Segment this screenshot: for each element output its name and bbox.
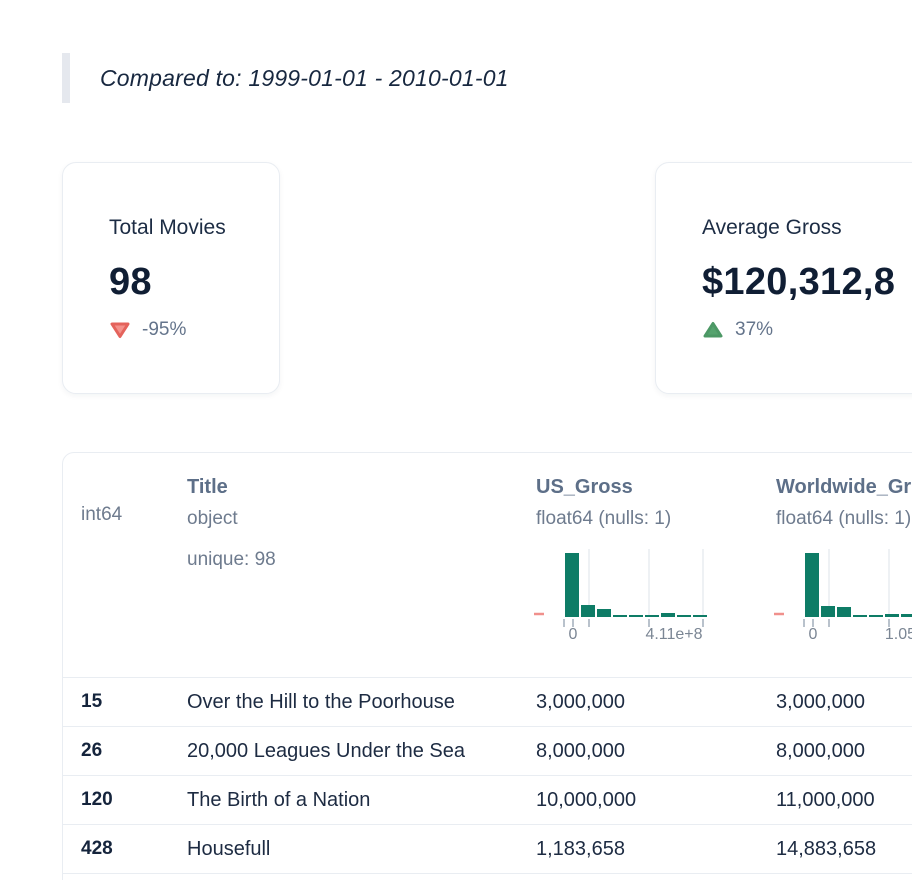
column-dtype: float64 (nulls: 1) [776,508,912,529]
column-dtype: float64 (nulls: 1) [536,508,672,529]
table-row: 120 The Birth of a Nation 10,000,000 11,… [63,776,912,825]
us-gross-histogram: 0 4.11e+8 [534,549,707,643]
stat-card-total-movies: Total Movies 98 -95% [62,162,280,394]
table-row: 428 Housefull 1,183,658 14,883,658 [63,825,912,874]
cell-worldwide-gross: 14,883,658 [776,837,877,860]
dataframe-table[interactable]: int64 Title object unique: 98 US_Gross f… [62,452,912,880]
table-row-partial [63,874,912,880]
cell-worldwide-gross: 11,000,000 [776,788,875,811]
triangle-down-shape [110,322,130,338]
stat-card-title: Average Gross [702,216,842,239]
column-header-us-gross: US_Gross float64 (nulls: 1) 0 4.11e+8 [534,475,776,677]
stat-card-delta: 37% [702,319,912,341]
cell-us-gross: 8,000,000 [536,739,625,762]
svg-text:0: 0 [569,626,578,643]
stat-card-value: 98 [109,261,152,303]
column-header-worldwide-gross: Worldwide_Gross float64 (nulls: 1) 0 1.05… [774,475,912,677]
column-unique-stat: unique: 98 [187,549,276,570]
stat-card-delta: -95% [109,319,279,341]
stat-card-value: $120,312,8 [702,261,896,303]
cell-title: 20,000 Leagues Under the Sea [187,739,465,762]
stat-card-average-gross: Average Gross $120,312,8 37% [655,162,912,394]
table-row: 15 Over the Hill to the Poorhouse 3,000,… [63,678,912,727]
cell-worldwide-gross: 8,000,000 [776,739,865,762]
row-index: 15 [81,691,103,712]
stat-card-delta-text: -95% [142,319,187,340]
triangle-up-shape [703,322,723,338]
cell-title: Over the Hill to the Poorhouse [187,690,455,713]
stat-card-delta-text: 37% [735,319,774,340]
row-index: 120 [81,789,113,810]
svg-text:0: 0 [809,626,818,643]
stat-card-title: Total Movies [109,216,226,239]
cell-worldwide-gross: 3,000,000 [776,690,865,713]
triangle-up-icon [703,322,723,338]
svg-text:4.11e+8: 4.11e+8 [645,626,702,643]
column-name: US_Gross [536,476,633,498]
column-header-title: Title object unique: 98 [187,475,536,677]
table-header-row: int64 Title object unique: 98 US_Gross f… [63,453,912,678]
triangle-down-icon [110,322,130,338]
comparison-text: Compared to: 1999-01-01 - 2010-01-01 [100,64,509,91]
cell-us-gross: 3,000,000 [536,690,625,713]
index-column-dtype: int64 [81,504,123,525]
table-row: 26 20,000 Leagues Under the Sea 8,000,00… [63,727,912,776]
quote-bar [62,53,70,103]
comparison-note: Compared to: 1999-01-01 - 2010-01-01 [62,53,509,103]
column-name: Title [187,476,228,498]
cell-title: The Birth of a Nation [187,788,371,811]
column-dtype: object [187,508,238,529]
worldwide-gross-histogram: 0 1.05e+9 [774,549,912,643]
column-name: Worldwide_Gross [776,476,912,498]
row-index: 26 [81,740,103,761]
svg-text:1.05e+9: 1.05e+9 [885,626,912,643]
row-index: 428 [81,838,113,859]
cell-us-gross: 10,000,000 [536,788,637,811]
cell-us-gross: 1,183,658 [536,837,625,860]
cell-title: Housefull [187,837,271,860]
